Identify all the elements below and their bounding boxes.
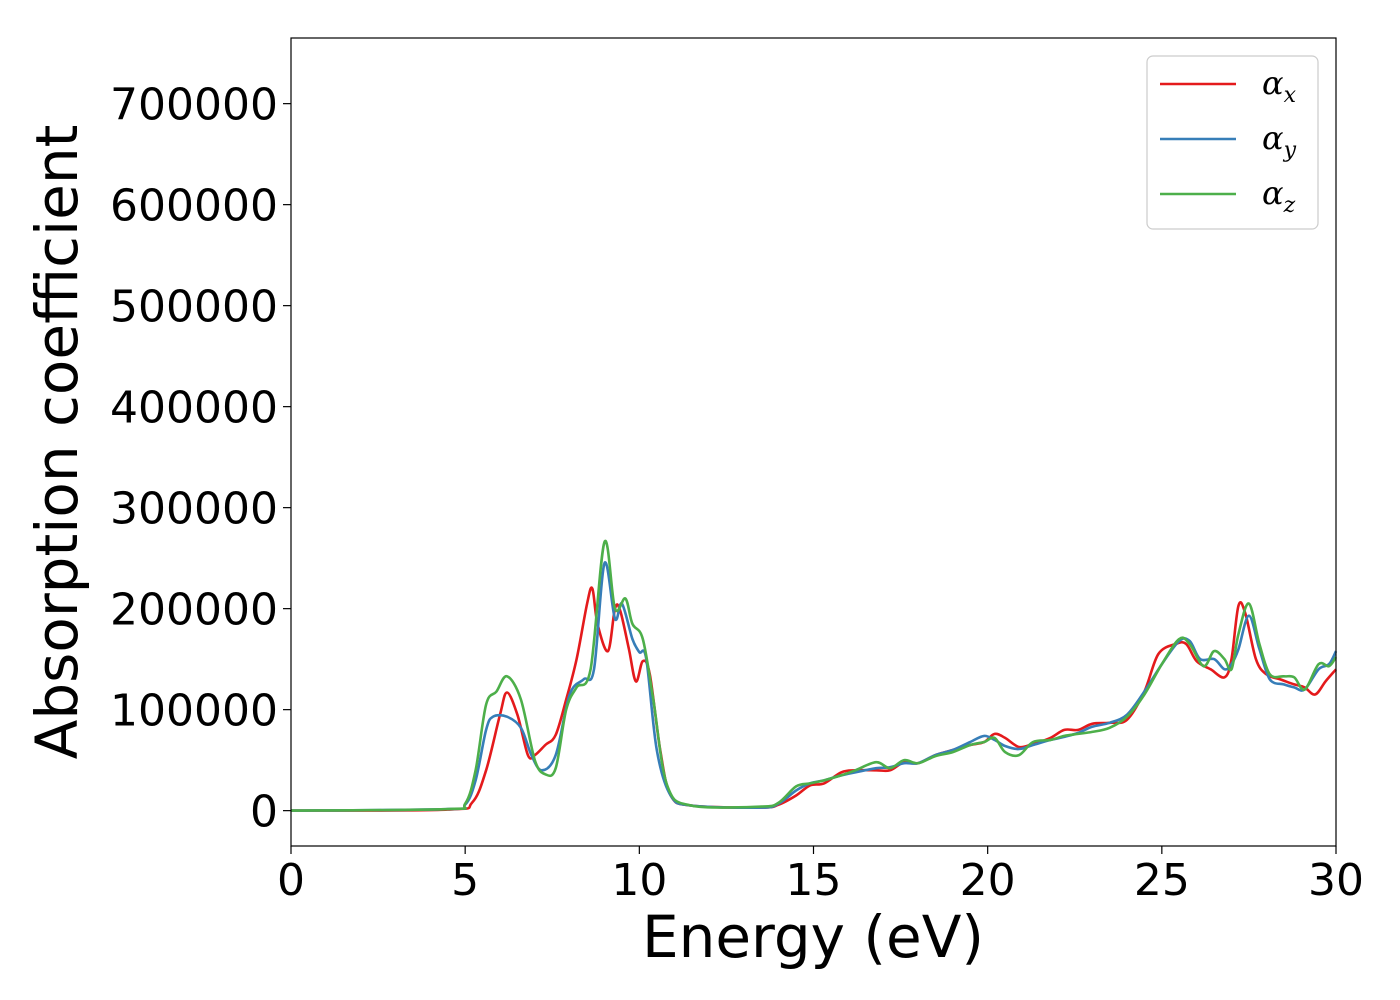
series-line-x <box>290 586 1337 812</box>
x-tick-label: 25 <box>1134 855 1190 906</box>
series-lines <box>290 539 1338 812</box>
series-line-z <box>290 539 1338 812</box>
y-tick-label: 100000 <box>110 686 278 737</box>
x-tick-label: 15 <box>786 855 842 906</box>
y-tick-label: 300000 <box>110 484 278 535</box>
x-tick-label: 20 <box>960 855 1016 906</box>
legend-label-y: αy <box>1262 119 1297 163</box>
legend: αx αy αz <box>1146 55 1319 230</box>
x-tick-label: 30 <box>1308 855 1364 906</box>
x-axis-title: Energy (eV) <box>642 903 984 971</box>
x-tick-label: 0 <box>277 855 305 906</box>
legend-label-z: αz <box>1262 174 1296 218</box>
legend-box <box>1146 55 1319 230</box>
y-tick-label: 700000 <box>110 80 278 131</box>
x-tick-label: 5 <box>451 855 479 906</box>
x-axis-ticks: 0 5 10 15 20 25 30 <box>277 846 1364 906</box>
y-tick-label: 400000 <box>110 383 278 434</box>
y-tick-label: 200000 <box>110 585 278 636</box>
x-tick-label: 10 <box>611 855 667 906</box>
y-axis-ticks: 0 100000 200000 300000 400000 500000 600000 700… <box>110 80 291 838</box>
y-tick-label: 0 <box>250 787 278 838</box>
y-axis-title: Absorption coefficient <box>23 125 91 760</box>
legend-label-x: αx <box>1262 64 1297 108</box>
plot-frame <box>290 37 1337 847</box>
y-tick-label: 600000 <box>110 181 278 232</box>
y-tick-label: 500000 <box>110 282 278 333</box>
